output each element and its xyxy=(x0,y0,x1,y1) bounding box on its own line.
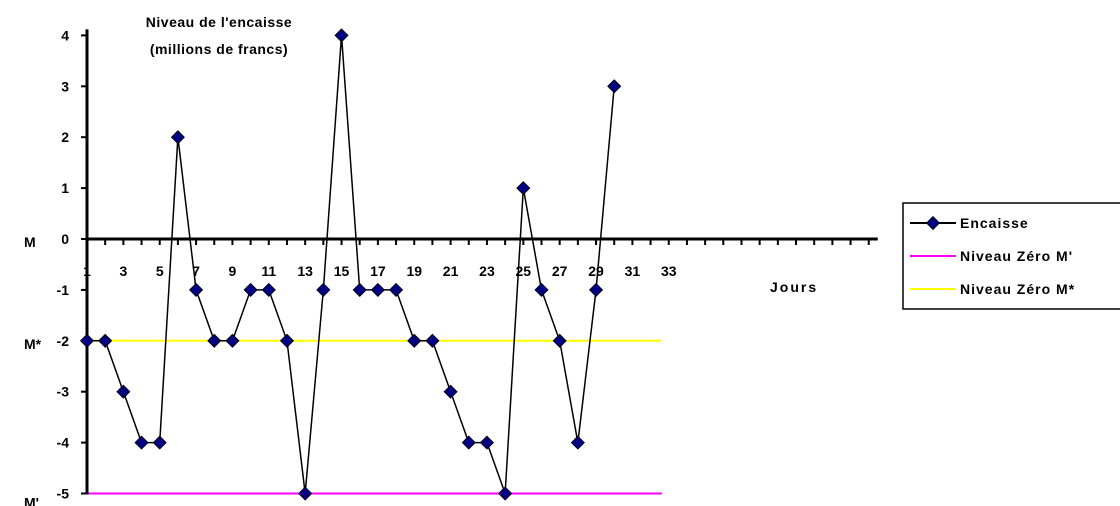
data-point xyxy=(479,435,495,450)
data-point xyxy=(243,282,258,297)
level-marker-label: M' xyxy=(24,495,39,506)
data-point xyxy=(370,282,385,297)
legend-entry-label: Encaisse xyxy=(960,215,1029,231)
y-tick-label: 3 xyxy=(61,78,69,94)
legend-entry-label: Niveau Zéro M' xyxy=(960,248,1073,264)
data-point xyxy=(170,130,185,145)
x-axis-label: Jours xyxy=(770,279,818,295)
data-point xyxy=(516,181,531,196)
data-point xyxy=(425,333,440,348)
x-tick-label: 3 xyxy=(119,263,127,279)
series-line xyxy=(87,35,615,494)
y-tick-label: 4 xyxy=(61,27,69,43)
x-tick-label: 7 xyxy=(192,263,200,279)
data-point xyxy=(552,333,567,348)
data-point xyxy=(79,333,95,348)
level-marker-label: M* xyxy=(24,336,42,352)
y-tick-label: 2 xyxy=(61,129,69,145)
data-point xyxy=(98,333,113,348)
x-tick-label: 33 xyxy=(661,263,677,279)
y-tick-label: 0 xyxy=(61,231,69,247)
x-tick-label: 31 xyxy=(625,263,641,279)
x-tick-label: 5 xyxy=(156,263,164,279)
x-tick-label: 17 xyxy=(370,263,386,279)
x-tick-label: 13 xyxy=(297,263,313,279)
data-point xyxy=(461,435,476,450)
data-point xyxy=(588,282,604,297)
level-markers: M M* M' xyxy=(24,234,42,506)
chart-title-line-2: (millions de francs) xyxy=(150,41,288,57)
data-point xyxy=(189,282,204,297)
x-tick-label: 21 xyxy=(443,263,459,279)
chart-title-line-1: Niveau de l'encaisse xyxy=(146,14,292,30)
data-point xyxy=(298,486,313,501)
series-encaisse xyxy=(79,28,622,501)
chart-title: Niveau de l'encaisse (millions de francs… xyxy=(146,14,292,57)
data-point xyxy=(316,282,331,297)
reference-lines xyxy=(87,339,662,495)
x-tick-label: 29 xyxy=(588,263,604,279)
x-tick-label: 15 xyxy=(334,263,350,279)
x-tick-label: 9 xyxy=(229,263,237,279)
y-tick-label: 1 xyxy=(61,180,69,196)
data-point xyxy=(116,384,131,399)
data-point xyxy=(407,333,422,348)
data-point xyxy=(352,282,367,297)
y-tick-label: -5 xyxy=(57,486,70,502)
x-tick-label: 23 xyxy=(479,263,495,279)
x-tick-label: 11 xyxy=(261,263,276,279)
data-point xyxy=(570,435,585,450)
y-tick-label: -2 xyxy=(57,333,70,349)
data-point xyxy=(225,333,240,348)
y-tick-label: -4 xyxy=(57,435,70,451)
level-marker-label: M xyxy=(24,234,36,250)
data-point xyxy=(334,28,349,43)
data-point xyxy=(443,384,458,399)
x-tick-label: 1 xyxy=(83,263,91,279)
x-tick-label: 19 xyxy=(406,263,422,279)
data-point xyxy=(498,486,513,501)
y-tick-label: -1 xyxy=(57,282,70,298)
y-tick-label: -3 xyxy=(57,384,70,400)
data-point xyxy=(207,333,222,348)
legend-entry-label: Niveau Zéro M* xyxy=(960,281,1075,297)
data-point xyxy=(279,333,295,348)
data-point xyxy=(607,79,622,94)
legend-marker xyxy=(925,215,941,231)
data-point xyxy=(134,435,149,450)
data-point xyxy=(534,282,549,297)
data-point xyxy=(261,282,276,297)
x-axis-tick-labels: 1 3 5 7 9 11 13 15 17 19 21 23 25 27 29 31 33 xyxy=(83,263,677,279)
legend: Encaisse Niveau Zéro M' Niveau Zéro M* xyxy=(902,202,1120,310)
x-tick-label: 25 xyxy=(516,263,532,279)
data-point xyxy=(152,435,167,450)
axes xyxy=(81,29,878,495)
data-point xyxy=(388,282,404,297)
x-tick-label: 27 xyxy=(552,263,568,279)
y-axis-tick-labels: 4 3 2 1 0 -1 -2 -3 -4 -5 xyxy=(57,27,70,501)
